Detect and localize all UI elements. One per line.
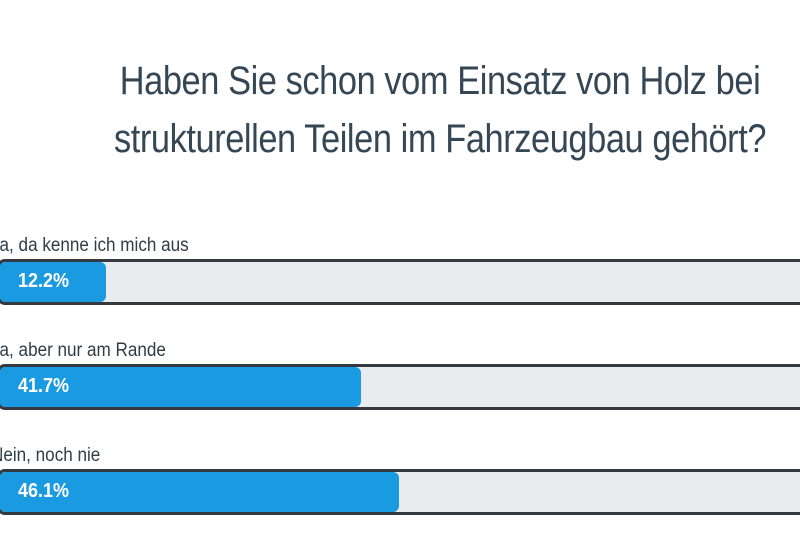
option-label: Nein, noch nie <box>0 445 101 466</box>
option-label: Ja, da kenne ich mich aus <box>0 235 189 256</box>
bar-fill <box>0 367 361 407</box>
bar-track: 12.2% <box>0 259 800 305</box>
option-label: Ja, aber nur am Rande <box>0 340 166 361</box>
bar-track: 41.7% <box>0 364 800 410</box>
bar-fill <box>0 472 399 512</box>
bar-value-label: 46.1% <box>18 480 70 502</box>
bar-track: 46.1% <box>0 469 800 515</box>
bar-fill <box>0 262 106 302</box>
bar-value-label: 12.2% <box>18 270 70 292</box>
bar-value-label: 41.7% <box>18 375 70 397</box>
chart-title: Haben Sie schon vom Einsatz von Holz bei… <box>113 59 767 161</box>
